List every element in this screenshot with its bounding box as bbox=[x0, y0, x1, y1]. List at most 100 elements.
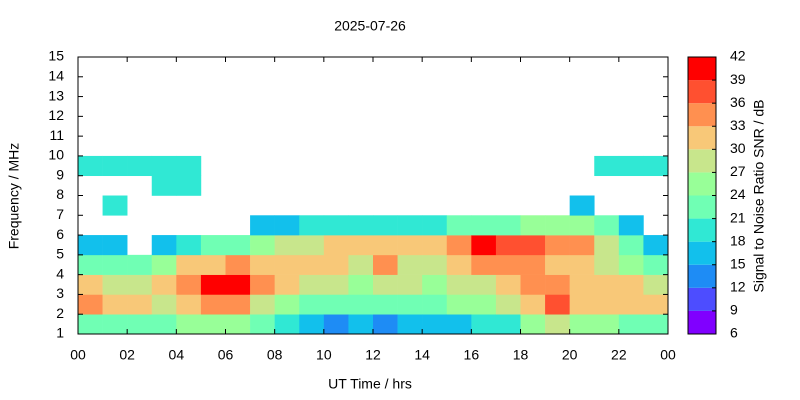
heat-cell bbox=[274, 314, 300, 335]
colorbar-tick-label: 30 bbox=[730, 140, 746, 156]
heat-cell bbox=[200, 294, 226, 315]
heat-cell bbox=[422, 235, 448, 256]
heat-cell bbox=[78, 274, 103, 295]
heat-cell bbox=[520, 274, 546, 295]
heat-cell bbox=[569, 314, 595, 335]
heat-cell bbox=[495, 294, 521, 315]
heat-cell bbox=[520, 235, 546, 256]
heat-cell bbox=[200, 235, 226, 256]
heat-cell bbox=[274, 274, 300, 295]
colorbar-tick-label: 27 bbox=[730, 163, 746, 179]
heat-cell bbox=[569, 215, 595, 236]
heat-cell bbox=[594, 314, 620, 335]
colorbar-swatch bbox=[688, 287, 716, 311]
heat-cell bbox=[348, 294, 374, 315]
heat-cell bbox=[618, 155, 644, 177]
heat-cell bbox=[618, 215, 644, 236]
colorbar-tick-label: 21 bbox=[730, 209, 746, 225]
x-tick-label: 12 bbox=[365, 347, 381, 363]
heat-cell bbox=[250, 215, 275, 236]
colorbar-swatch bbox=[688, 172, 716, 196]
heat-cell bbox=[495, 215, 521, 236]
heat-cell bbox=[323, 235, 349, 256]
heat-cell bbox=[643, 155, 669, 177]
heat-cell bbox=[78, 254, 103, 275]
heat-cell bbox=[569, 274, 595, 295]
heat-cell bbox=[250, 274, 275, 295]
heat-cell bbox=[151, 254, 177, 275]
heat-cell bbox=[102, 294, 128, 315]
heat-cell bbox=[176, 235, 202, 256]
heat-cell bbox=[594, 215, 620, 236]
colorbar-swatch bbox=[688, 126, 716, 150]
heat-cell bbox=[471, 215, 497, 236]
x-tick-label: 16 bbox=[464, 347, 480, 363]
heat-cell bbox=[176, 155, 202, 177]
heat-cell bbox=[373, 274, 398, 295]
heat-cell bbox=[520, 294, 546, 315]
heat-cell bbox=[176, 294, 202, 315]
heat-cell bbox=[323, 215, 349, 236]
heat-cell bbox=[397, 274, 423, 295]
y-axis-label: Frequency / MHz bbox=[6, 143, 22, 250]
y-tick-label: 5 bbox=[56, 246, 64, 262]
heat-cell bbox=[151, 175, 177, 196]
heat-cell bbox=[200, 274, 226, 295]
heat-cell bbox=[78, 235, 103, 256]
heat-cell bbox=[127, 155, 153, 177]
heat-cell bbox=[471, 254, 497, 275]
colorbar-tick-label: 39 bbox=[730, 71, 746, 87]
heat-cell bbox=[471, 314, 497, 335]
y-tick-label: 6 bbox=[56, 226, 64, 242]
heat-cell bbox=[323, 294, 349, 315]
heat-cell bbox=[323, 274, 349, 295]
heat-cell bbox=[446, 235, 472, 256]
heat-cell bbox=[299, 294, 325, 315]
heat-cell bbox=[225, 235, 251, 256]
heat-cell bbox=[274, 294, 300, 315]
heat-cell bbox=[348, 314, 374, 335]
colorbar-tick-label: 24 bbox=[730, 186, 746, 202]
heat-cell bbox=[569, 294, 595, 315]
x-tick-label: 06 bbox=[218, 347, 234, 363]
heat-cell bbox=[274, 235, 300, 256]
x-tick-label: 18 bbox=[513, 347, 529, 363]
heat-cell bbox=[643, 274, 669, 295]
heat-cell bbox=[250, 254, 275, 275]
heat-cell bbox=[397, 254, 423, 275]
heat-cell bbox=[643, 235, 669, 256]
heat-cell bbox=[78, 294, 103, 315]
heat-cell bbox=[274, 215, 300, 236]
heat-cell bbox=[545, 314, 570, 335]
heat-cell bbox=[373, 215, 398, 236]
y-tick-label: 2 bbox=[56, 305, 64, 321]
x-tick-label: 20 bbox=[562, 347, 578, 363]
heat-cell bbox=[348, 235, 374, 256]
x-tick-label: 22 bbox=[611, 347, 627, 363]
heat-cell bbox=[545, 235, 570, 256]
heat-cell bbox=[250, 235, 275, 256]
colorbar-tick-label: 12 bbox=[730, 279, 746, 295]
heat-cell bbox=[422, 215, 448, 236]
heat-cell bbox=[225, 254, 251, 275]
y-tick-label: 4 bbox=[56, 265, 64, 281]
heat-cell bbox=[594, 274, 620, 295]
heat-cell bbox=[471, 235, 497, 256]
colorbar-tick-label: 6 bbox=[730, 325, 738, 341]
heat-cell bbox=[373, 314, 398, 335]
heat-cell bbox=[422, 314, 448, 335]
heat-cell bbox=[151, 274, 177, 295]
heat-cell bbox=[446, 274, 472, 295]
colorbar-tick-label: 18 bbox=[730, 232, 746, 248]
heat-cell bbox=[569, 254, 595, 275]
heat-cell bbox=[446, 314, 472, 335]
heat-cell bbox=[176, 314, 202, 335]
heat-cell bbox=[323, 254, 349, 275]
heat-cell bbox=[471, 294, 497, 315]
heat-cell bbox=[127, 254, 153, 275]
colorbar-swatch bbox=[688, 103, 716, 127]
heat-cell bbox=[545, 254, 570, 275]
x-tick-label: 00 bbox=[70, 347, 86, 363]
